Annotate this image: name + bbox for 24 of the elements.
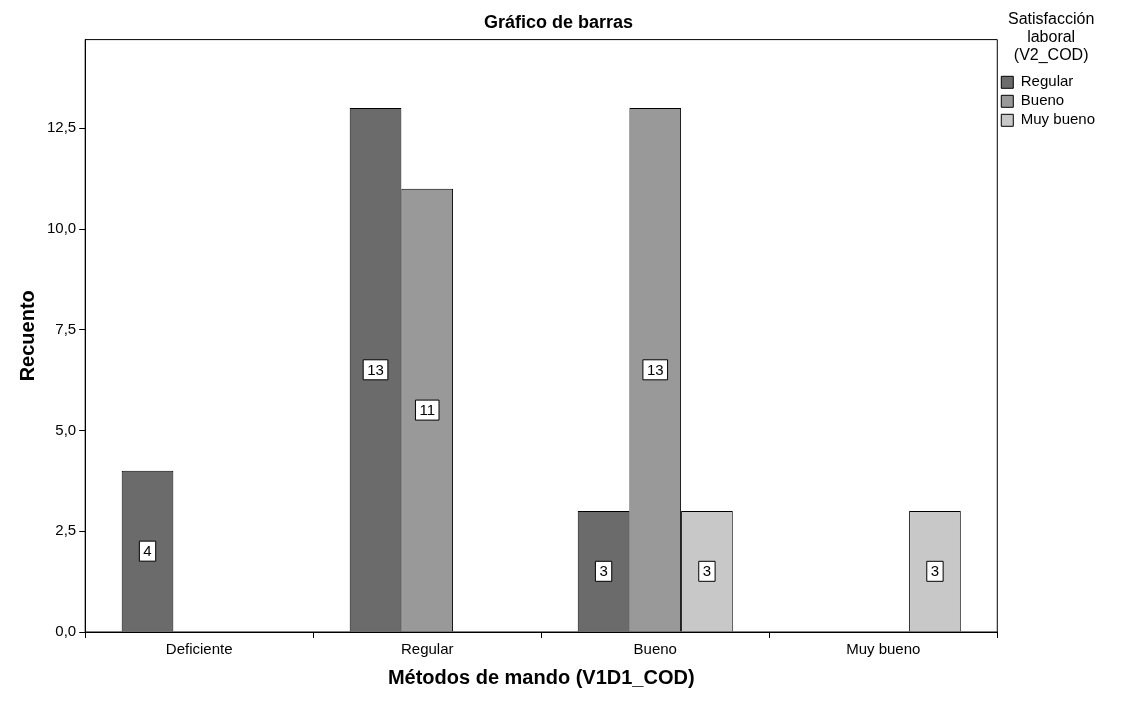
legend-label: Regular	[1020, 72, 1074, 90]
x-tick-label: Regular	[400, 640, 454, 658]
y-axis-title: Recuento	[15, 290, 38, 382]
legend-title: Satisfacción laboral (V2_COD)	[1008, 10, 1095, 64]
y-tick-label: 12,5	[46, 118, 77, 136]
y-tick-label: 5,0	[55, 420, 77, 438]
data-label: 13	[367, 360, 384, 378]
y-tick-label: 2,5	[55, 521, 77, 539]
data-label: 3	[930, 562, 940, 580]
legend-label: Muy bueno	[1020, 110, 1095, 128]
data-label: 3	[599, 562, 608, 580]
data-label: 13	[646, 360, 664, 378]
x-tick-label: Bueno	[633, 640, 677, 658]
x-tick-label: Muy bueno	[846, 640, 921, 658]
y-tick-label: 0,0	[55, 622, 77, 640]
x-tick-label: Deficiente	[165, 640, 233, 658]
legend-label: Bueno	[1020, 91, 1065, 109]
chart-title: Gráfico de barras	[483, 11, 634, 32]
data-label: 3	[702, 562, 712, 580]
data-label: 11	[419, 401, 436, 419]
y-tick-label: 7,5	[55, 319, 77, 337]
x-axis-title: Métodos de mando (V1D1_COD)	[387, 665, 695, 688]
data-label: 4	[143, 542, 152, 560]
y-tick-label: 10,0	[46, 219, 77, 237]
